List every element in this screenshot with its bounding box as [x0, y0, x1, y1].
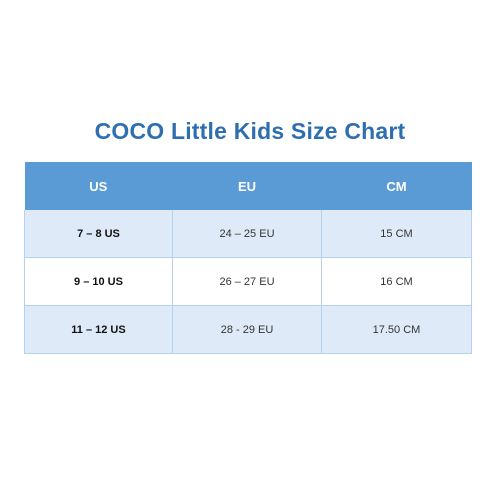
size-chart-table: US EU CM 7 – 8 US 24 – 25 EU 15 CM 9 – 1… — [24, 162, 472, 354]
cell-eu: 24 – 25 EU — [172, 210, 322, 258]
cell-us: 11 – 12 US — [24, 305, 173, 354]
cell-eu: 26 – 27 EU — [172, 257, 322, 306]
cell-eu: 28 - 29 EU — [172, 305, 322, 354]
cell-us: 7 – 8 US — [24, 210, 173, 258]
header-us: US — [24, 162, 173, 210]
cell-us: 9 – 10 US — [24, 257, 173, 306]
table-row: 7 – 8 US 24 – 25 EU 15 CM — [24, 210, 472, 258]
header-eu: EU — [172, 162, 322, 210]
cell-cm: 17.50 CM — [321, 305, 472, 354]
chart-title: COCO Little Kids Size Chart — [94, 118, 406, 144]
table-header-row: US EU CM — [24, 162, 472, 210]
cell-cm: 16 CM — [321, 257, 472, 306]
table-row: 9 – 10 US 26 – 27 EU 16 CM — [24, 257, 472, 306]
header-cm: CM — [321, 162, 472, 210]
cell-cm: 15 CM — [321, 210, 472, 258]
table-row: 11 – 12 US 28 - 29 EU 17.50 CM — [24, 305, 472, 354]
